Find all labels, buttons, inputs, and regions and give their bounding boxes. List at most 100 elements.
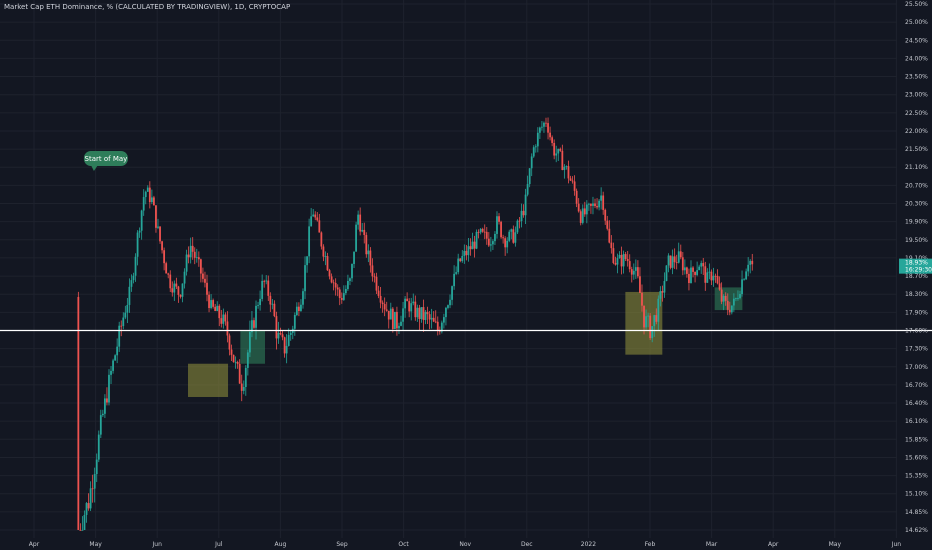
y-tick-label: 22.00% xyxy=(905,128,928,135)
candle-body xyxy=(202,273,204,279)
candle-body xyxy=(688,273,690,284)
candle-body xyxy=(108,374,110,403)
candle-body xyxy=(316,217,319,221)
candle-body xyxy=(277,333,280,339)
candle-body xyxy=(128,286,131,305)
candle-body xyxy=(402,308,404,322)
candle-body xyxy=(238,363,241,384)
candle-body xyxy=(585,204,588,215)
candle-body xyxy=(259,298,262,306)
candle-body xyxy=(604,209,607,221)
y-tick-label: 19.10% xyxy=(905,255,928,262)
candle-body xyxy=(146,187,149,192)
candle-body xyxy=(420,307,423,319)
y-tick-label: 25.00% xyxy=(905,19,928,26)
candle-body xyxy=(430,317,433,320)
candle-body xyxy=(471,241,474,250)
candle-body xyxy=(665,265,668,281)
y-tick-label: 19.50% xyxy=(905,237,928,244)
candle-body xyxy=(304,265,306,292)
candle-body xyxy=(328,270,331,277)
candle-body xyxy=(418,307,421,319)
candle-body xyxy=(140,210,143,231)
candle-body xyxy=(739,293,741,299)
candle-body xyxy=(655,315,658,322)
candle-body xyxy=(393,311,396,329)
candle-body xyxy=(587,203,590,205)
candle-body xyxy=(714,275,717,277)
candle-body xyxy=(620,254,623,267)
y-tick-label: 20.70% xyxy=(905,182,928,189)
candle-body xyxy=(700,263,703,267)
candle-body xyxy=(747,264,750,272)
y-tick-label: 23.50% xyxy=(905,74,928,81)
candle-body xyxy=(628,261,631,270)
candle-body xyxy=(195,257,198,258)
callout-label: Start of May xyxy=(85,155,128,163)
candle-body xyxy=(218,305,221,319)
x-tick-label: Jul xyxy=(214,541,223,548)
y-tick-label: 16.40% xyxy=(905,400,928,407)
candle-body xyxy=(173,283,176,293)
candle-body xyxy=(375,276,378,291)
candle-body xyxy=(686,267,688,274)
candle-body xyxy=(473,241,476,249)
candle-body xyxy=(112,360,114,371)
candle-body xyxy=(710,271,713,281)
candle-body xyxy=(326,256,329,271)
candle-body xyxy=(702,263,705,267)
candle-body xyxy=(93,474,96,489)
candle-body xyxy=(547,123,549,133)
candle-body xyxy=(95,459,98,475)
candle-body xyxy=(159,226,161,242)
candle-body xyxy=(647,315,650,317)
candle-body xyxy=(271,303,274,305)
candle-body xyxy=(594,203,596,207)
candle-body xyxy=(518,220,521,222)
y-tick-label: 15.60% xyxy=(905,454,928,461)
x-tick-label: Jun xyxy=(891,541,902,548)
candle-body xyxy=(155,205,157,228)
y-tick-label: 21.50% xyxy=(905,146,928,153)
candle-body xyxy=(455,272,458,274)
candle-body xyxy=(735,298,737,300)
candle-body xyxy=(683,267,686,271)
candle-body xyxy=(561,150,564,171)
y-tick-label: 15.10% xyxy=(905,491,928,498)
candle-body xyxy=(320,232,323,247)
candle-body xyxy=(347,280,349,290)
candle-body xyxy=(643,305,645,328)
candle-body xyxy=(167,273,170,275)
candle-body xyxy=(298,306,300,311)
candle-body xyxy=(718,283,721,290)
y-tick-label: 15.85% xyxy=(905,436,928,443)
candle-body xyxy=(171,288,174,293)
candle-body xyxy=(110,370,112,375)
candle-body xyxy=(694,271,696,275)
candle-body xyxy=(690,267,692,284)
candle-body xyxy=(361,229,364,232)
y-tick-label: 18.70% xyxy=(905,273,928,280)
y-tick-label: 19.90% xyxy=(905,219,928,226)
candle-body xyxy=(577,203,580,212)
callout-pointer xyxy=(90,165,98,171)
x-tick-label: Aug xyxy=(275,541,287,548)
candle-body xyxy=(226,321,229,336)
candle-body xyxy=(283,337,286,354)
last-price-countdown: 16:29:30 xyxy=(905,267,932,274)
x-tick-label: Nov xyxy=(459,541,471,548)
candle-body xyxy=(616,258,619,265)
candle-body xyxy=(639,276,641,293)
candle-body xyxy=(165,263,168,274)
candle-body xyxy=(741,279,743,294)
candle-body xyxy=(600,195,603,201)
candle-body xyxy=(720,289,723,302)
candle-body xyxy=(261,280,264,299)
candle-body xyxy=(598,200,600,208)
x-tick-label: May xyxy=(89,541,102,548)
candle-body xyxy=(534,146,537,148)
candle-body xyxy=(708,271,711,273)
candle-body xyxy=(463,250,466,256)
candle-body xyxy=(191,245,194,252)
